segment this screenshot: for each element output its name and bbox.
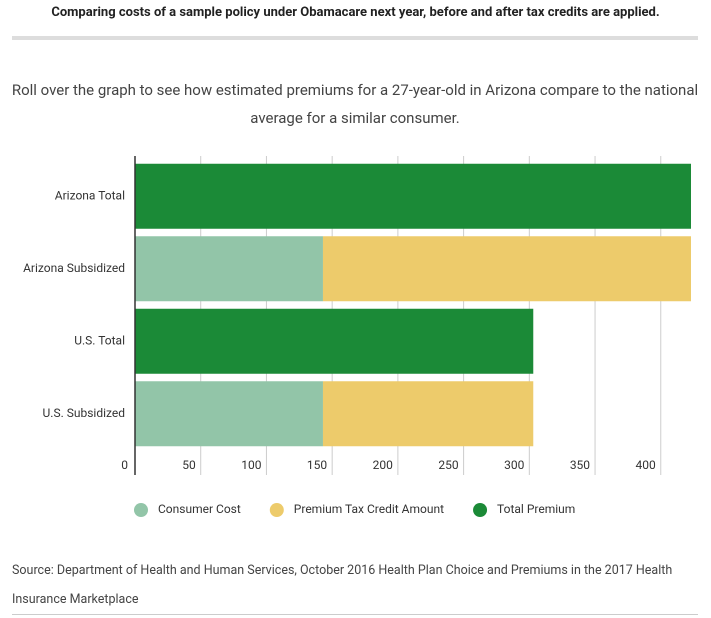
bar-segment[interactable] — [322, 381, 534, 447]
x-tick-label: 250 — [438, 458, 458, 472]
chart[interactable]: 0 50 100 150 200 250 300 350 400 Arizona Total Ari… — [0, 0, 711, 540]
x-tick-label: 400 — [636, 458, 656, 472]
bar-segment[interactable] — [135, 308, 534, 374]
bar-segment[interactable] — [135, 381, 323, 447]
x-tick-label: 0 — [121, 458, 128, 472]
y-tick-label: U.S. Subsidized — [43, 406, 125, 420]
x-tick-label: 50 — [182, 458, 196, 472]
title: Comparing costs of a sample policy under… — [51, 5, 660, 20]
bar-segment[interactable] — [135, 163, 691, 229]
legend-label[interactable]: Premium Tax Credit Amount — [294, 502, 444, 516]
legend-label[interactable]: Consumer Cost — [158, 502, 241, 516]
x-tick-label: 200 — [373, 458, 393, 472]
legend-marker[interactable] — [134, 503, 148, 517]
legend-marker[interactable] — [269, 503, 284, 517]
subtitle: Roll over the graph to see how estimated… — [11, 81, 699, 127]
title-rule — [12, 36, 698, 40]
bar-segment[interactable] — [322, 236, 691, 302]
x-tick-label: 300 — [504, 458, 524, 472]
x-tick-label: 150 — [307, 458, 327, 472]
legend-label[interactable]: Total Premium — [497, 502, 575, 516]
y-tick-label: Arizona Total — [55, 188, 125, 202]
bar-segment[interactable] — [135, 236, 323, 302]
legend-marker[interactable] — [473, 503, 488, 517]
y-tick-label: U.S. Total — [74, 333, 125, 347]
source: Source: Department of Health and Human S… — [12, 563, 673, 607]
x-tick-label: 100 — [241, 458, 261, 472]
bottom-rule — [12, 614, 698, 615]
x-tick-label: 350 — [570, 458, 590, 472]
y-tick-label: Arizona Subsidized — [23, 261, 125, 275]
